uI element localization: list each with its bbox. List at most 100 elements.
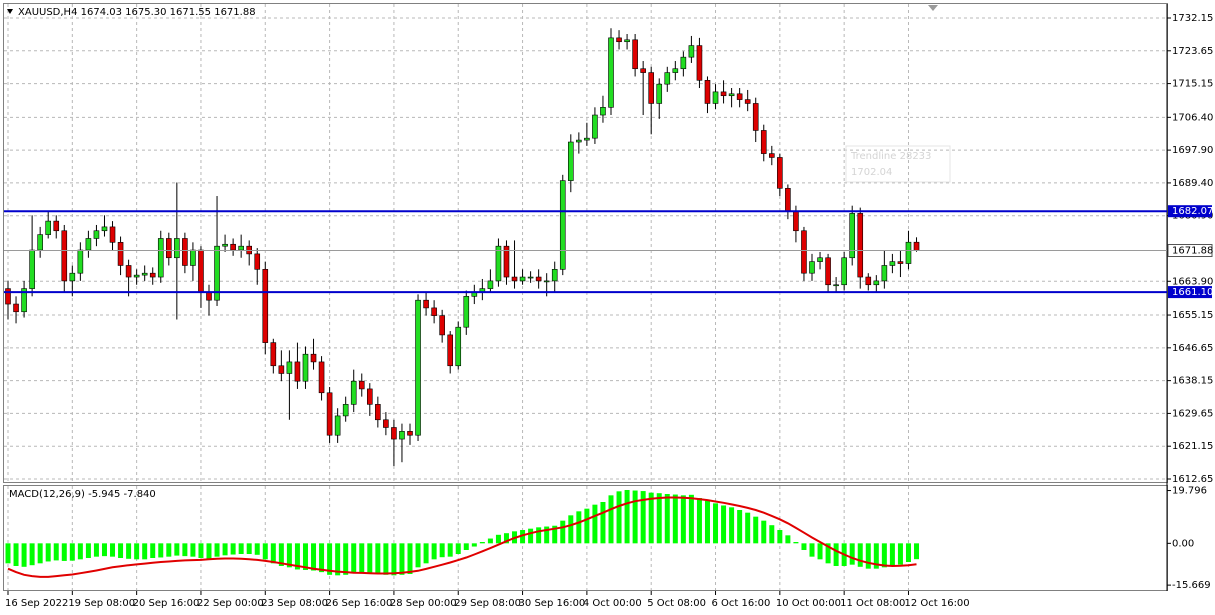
candle-body — [117, 242, 124, 266]
macd-bar — [648, 492, 654, 544]
macd-bar — [753, 516, 759, 544]
macd-bar — [37, 543, 43, 564]
candle-body — [600, 107, 606, 116]
candle-body — [503, 245, 510, 278]
x-tick-label: 23 Sep 08:00 — [261, 598, 328, 609]
x-tick-label: 16 Sep 2022 — [5, 598, 68, 609]
macd-bar — [319, 543, 325, 573]
macd-bar — [672, 494, 678, 544]
candle-body — [865, 276, 872, 286]
macd-bar — [664, 494, 670, 544]
candle-body — [527, 276, 534, 279]
candle-body — [849, 213, 856, 259]
y-tick-label: 1621.15 — [1172, 441, 1213, 452]
candle-body — [841, 257, 847, 286]
macd-bar — [704, 500, 710, 544]
candle-body — [825, 257, 831, 286]
macd-bar — [584, 508, 590, 544]
candle-body — [294, 361, 301, 382]
candle-body — [559, 180, 566, 270]
candle-body — [53, 220, 60, 232]
macd-bar — [696, 498, 702, 544]
candle-body — [366, 388, 373, 405]
macd-bar — [367, 543, 373, 574]
macd-bar — [889, 543, 895, 566]
candle-body — [21, 288, 27, 313]
candle-body — [358, 380, 365, 390]
candle-body — [278, 365, 285, 374]
candle-body — [262, 269, 269, 343]
menu-arrow[interactable] — [7, 9, 13, 14]
trendline-name: Trendline 28233 — [850, 151, 931, 162]
macd-bar — [471, 543, 477, 547]
candle-body — [182, 238, 188, 266]
candle-body — [29, 249, 35, 289]
candle-body — [648, 72, 655, 104]
shift-marker[interactable] — [928, 5, 938, 11]
macd-bar — [158, 543, 164, 558]
macd-bar — [238, 543, 244, 554]
candle-body — [61, 230, 68, 282]
y-tick-label: 1732.15 — [1172, 13, 1213, 24]
candle-body — [391, 427, 397, 440]
candle-body — [174, 238, 180, 259]
macd-bar — [294, 543, 300, 570]
x-tick-label: 5 Oct 08:00 — [647, 598, 706, 609]
candle-body — [69, 272, 76, 282]
candle-body — [768, 153, 775, 158]
macd-bar — [214, 543, 220, 557]
candle-body — [407, 431, 413, 436]
trendline-value: 1702.04 — [851, 167, 892, 178]
macd-bar — [302, 543, 308, 570]
x-tick-label: 28 Sep 00:00 — [390, 598, 457, 609]
macd-bar — [688, 494, 694, 544]
trendline-tooltip — [845, 145, 951, 183]
macd-bar — [568, 515, 574, 544]
macd-bar — [745, 512, 751, 544]
macd-bar — [270, 543, 276, 564]
candle-body — [166, 238, 172, 259]
macd-bar — [544, 526, 550, 544]
candle-body — [777, 157, 783, 189]
bid-label: 1671.88 — [1172, 246, 1213, 257]
macd-bar — [503, 533, 509, 544]
hline-label-box — [1168, 286, 1212, 299]
x-tick-label: 30 Sep 16:00 — [519, 598, 586, 609]
candle-body — [736, 93, 743, 100]
macd-bar — [69, 543, 75, 561]
candle-body — [624, 39, 630, 43]
candle-body — [704, 80, 711, 104]
macd-bar — [5, 543, 11, 564]
macd-bar — [528, 528, 534, 544]
candle-body — [415, 299, 421, 436]
macd-bar — [600, 502, 606, 544]
macd-bar — [849, 543, 855, 565]
candle-body — [141, 272, 148, 276]
chart-title: XAUUSD,H4 1674.03 1675.30 1671.55 1671.8… — [18, 7, 256, 18]
candle-body — [463, 296, 470, 328]
candle-body — [857, 213, 864, 278]
candle-body — [334, 415, 341, 436]
candle-body — [728, 93, 735, 97]
candle-body — [905, 241, 912, 264]
macd-bar — [624, 490, 630, 544]
macd-bar — [455, 543, 461, 554]
x-tick-label: 10 Oct 00:00 — [776, 598, 841, 609]
candle-body — [77, 249, 84, 274]
macd-bar — [463, 543, 469, 550]
y-tick-label: 1723.65 — [1172, 46, 1213, 57]
macd-bar — [552, 525, 558, 544]
macd-bar — [713, 503, 719, 544]
macd-bar — [407, 543, 413, 574]
macd-bar — [351, 543, 357, 574]
candle-body — [744, 99, 751, 104]
candle-body — [688, 45, 695, 58]
macd-bar — [761, 520, 767, 544]
candle-body — [511, 276, 518, 282]
macd-bar — [222, 543, 228, 556]
candle-body — [760, 130, 767, 154]
x-tick-label: 12 Oct 16:00 — [904, 598, 969, 609]
y-tick-label: 1655.15 — [1172, 310, 1213, 321]
